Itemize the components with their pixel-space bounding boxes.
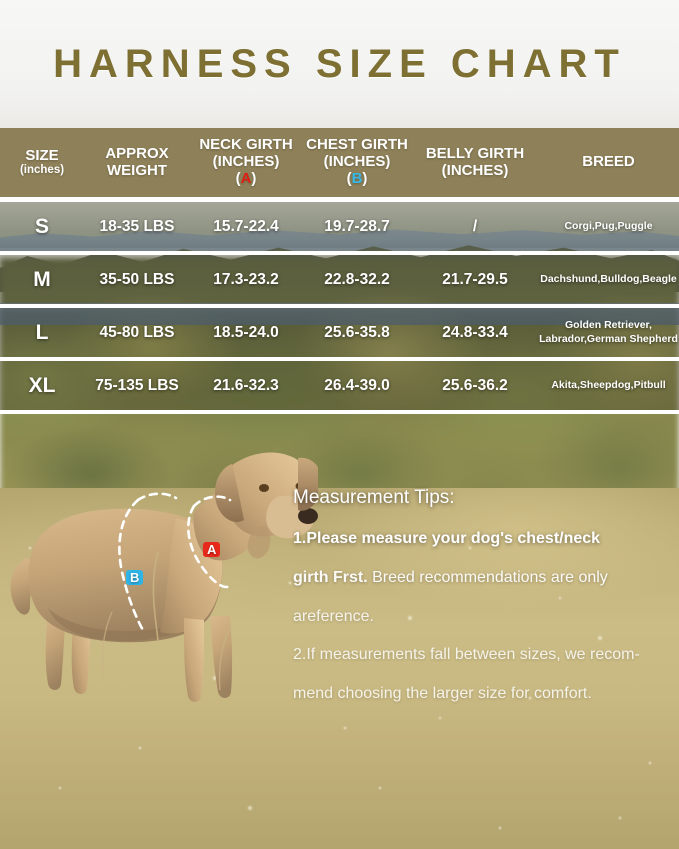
header-neck-line1: NECK GIRTH [199, 136, 293, 154]
page-title: HARNESS SIZE CHART [53, 41, 626, 86]
header-chest-line2: (INCHES) [323, 153, 391, 171]
header-belly-line2: (INCHES) [441, 161, 509, 179]
header-cell-chest-girth: CHEST GIRTH (INCHES) (B) [302, 136, 412, 187]
header-belly-line1: BELLY GIRTH [425, 144, 525, 162]
row-neck-girth: 18.5-24.0 [213, 323, 279, 341]
tips-line-2: girth Frst. Breed recommendations are on… [293, 568, 673, 587]
table-header-row: SIZE (inches) APPROX WEIGHT NECK GIRTH (… [0, 128, 679, 202]
header-neck-marker: (A) [235, 169, 257, 187]
row-neck-girth: 15.7-22.4 [213, 217, 279, 235]
tips-line-4: 2.If measurements fall between sizes, we… [293, 646, 640, 664]
chest-girth-dashed-line [118, 498, 146, 634]
title-band: HARNESS SIZE CHART [0, 0, 679, 128]
row-chest-girth: 26.4-39.0 [324, 376, 390, 394]
row-breed-line1: Corgi,Pug,Puggle [564, 219, 653, 232]
tips-line-1: 1.Please measure your dog's chest/neck [293, 530, 673, 548]
row-chest-girth: 22.8-32.2 [324, 270, 390, 288]
dog-photo-subject [8, 440, 323, 740]
row-weight: 45-80 LBS [99, 323, 175, 341]
header-neck-line2: (INCHES) [212, 153, 280, 171]
chest-marker-b: B [351, 169, 363, 187]
neck-girth-dashed-line [187, 504, 232, 589]
marker-b-icon: B [126, 570, 144, 585]
header-cell-neck-girth: NECK GIRTH (INCHES) (A) [190, 136, 302, 187]
row-breed: Golden Retriever, Labrador,German Shephe… [538, 319, 679, 345]
row-breed-line1: Dachshund,Bulldog,Beagle [540, 272, 677, 285]
harness-size-table: SIZE (inches) APPROX WEIGHT NECK GIRTH (… [0, 128, 679, 414]
header-cell-belly-girth: BELLY GIRTH (INCHES) [412, 144, 538, 180]
header-breed-line1: BREED [582, 153, 635, 171]
tips-line-2-bold: girth Frst. [293, 568, 368, 586]
row-size: XL [28, 373, 56, 397]
header-cell-breed: BREED [538, 153, 679, 171]
tips-line-2-rest: Breed recommendations are only [367, 568, 608, 586]
row-breed: Akita,Sheepdog,Pitbull [538, 379, 679, 392]
row-size: M [33, 267, 51, 291]
table-row: XL 75-135 LBS 21.6-32.3 26.4-39.0 25.6-3… [0, 361, 679, 414]
header-size-line1: SIZE [25, 146, 59, 164]
row-belly-girth: / [472, 217, 478, 235]
header-chest-line1: CHEST GIRTH [306, 136, 408, 154]
header-cell-size: SIZE (inches) [0, 146, 84, 178]
haze-band [0, 303, 679, 325]
row-chest-girth: 25.6-35.8 [324, 323, 390, 341]
row-weight: 18-35 LBS [99, 217, 175, 235]
row-neck-girth: 21.6-32.3 [213, 376, 279, 394]
row-belly-girth: 25.6-36.2 [442, 376, 508, 394]
table-row: M 35-50 LBS 17.3-23.2 22.8-32.2 21.7-29.… [0, 255, 679, 308]
header-weight-line2: WEIGHT [107, 161, 167, 179]
tips-line-1-text: Please measure your dog's chest/neck [306, 530, 601, 547]
row-belly-girth: 21.7-29.5 [442, 270, 508, 288]
row-breed-line1: Akita,Sheepdog,Pitbull [551, 378, 666, 391]
row-weight: 35-50 LBS [99, 270, 175, 288]
header-weight-line1: APPROX [105, 144, 169, 162]
row-chest-girth: 19.7-28.7 [324, 217, 390, 235]
row-breed-line1: Golden Retriever, [565, 319, 652, 332]
row-breed: Dachshund,Bulldog,Beagle [538, 273, 679, 286]
table-row: S 18-35 LBS 15.7-22.4 19.7-28.7 / Corgi,… [0, 202, 679, 255]
header-cell-weight: APPROX WEIGHT [84, 144, 190, 180]
header-size-line2: (inches) [19, 164, 65, 177]
row-neck-girth: 17.3-23.2 [213, 270, 279, 288]
header-chest-marker: (B) [346, 169, 368, 187]
table-row: L 45-80 LBS 18.5-24.0 25.6-35.8 24.8-33.… [0, 308, 679, 361]
row-size: S [34, 214, 49, 238]
tips-heading: Measurement Tips: [293, 487, 455, 508]
tips-line-5: mend choosing the larger size for comfor… [293, 685, 592, 703]
tips-line-3: areference. [293, 607, 374, 625]
row-breed-line2: Labrador,German Shepherd [539, 332, 678, 345]
neck-marker-a: A [240, 169, 252, 187]
row-belly-girth: 24.8-33.4 [442, 323, 508, 341]
row-breed: Corgi,Pug,Puggle [538, 220, 679, 233]
measurement-tips: Measurement Tips: 1.Please measure your … [293, 487, 673, 725]
marker-a-icon: A [203, 542, 221, 557]
tips-line-1-number: 1. [293, 530, 307, 547]
dog-illustration [10, 452, 323, 702]
row-size: L [35, 320, 49, 344]
row-weight: 75-135 LBS [95, 376, 179, 394]
